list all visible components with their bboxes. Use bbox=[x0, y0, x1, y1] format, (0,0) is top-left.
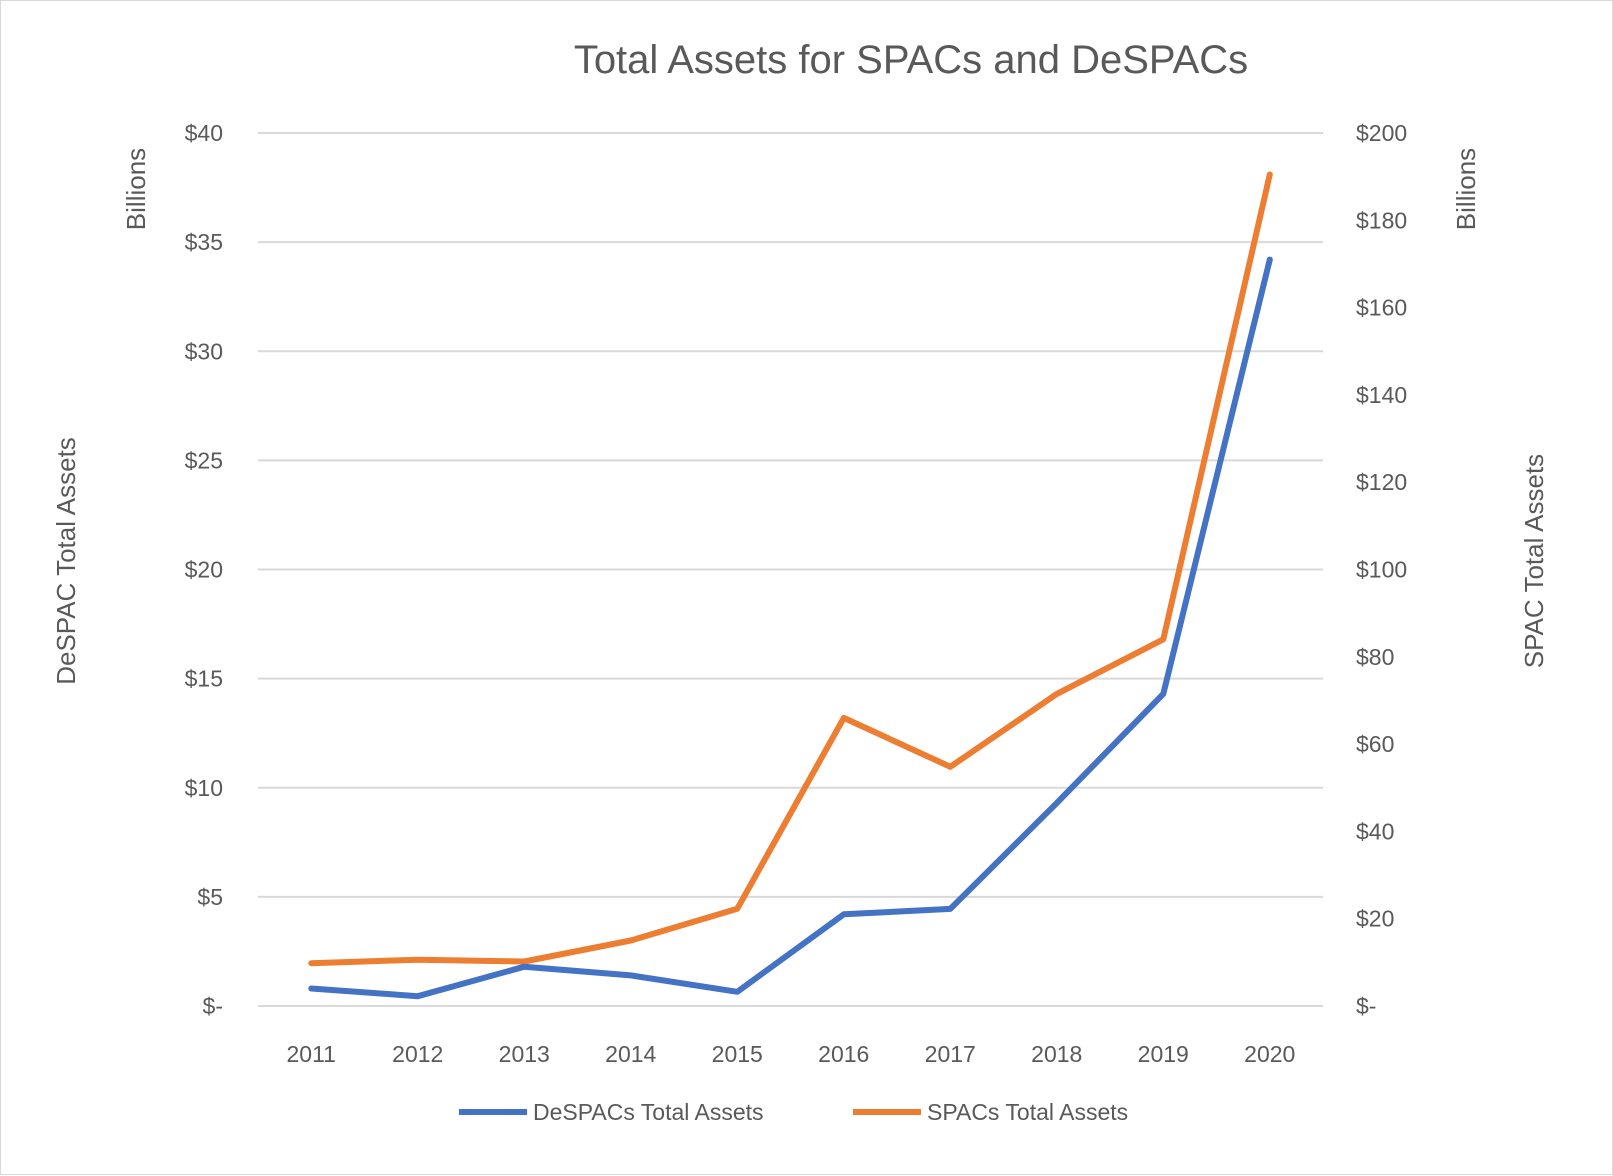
legend-label-despacs: DeSPACs Total Assets bbox=[533, 1099, 764, 1125]
series-lines bbox=[308, 171, 1273, 1000]
series-line-despacs bbox=[308, 256, 1273, 1000]
left-tick-label: $25 bbox=[185, 447, 223, 473]
x-tick-label: 2013 bbox=[499, 1041, 550, 1067]
left-tick-label: $15 bbox=[185, 666, 223, 692]
x-tick-label: 2012 bbox=[392, 1041, 443, 1067]
legend-label-spacs: SPACs Total Assets bbox=[927, 1099, 1128, 1125]
right-tick-label: $20 bbox=[1356, 906, 1394, 932]
left-tick-label: $- bbox=[203, 993, 223, 1019]
right-tick-label: $100 bbox=[1356, 557, 1407, 583]
right-tick-label: $180 bbox=[1356, 207, 1407, 233]
left-tick-label: $20 bbox=[185, 557, 223, 583]
right-axis-title: SPAC Total Assets bbox=[1519, 454, 1549, 668]
gridlines bbox=[258, 132, 1323, 1007]
right-tick-label: $60 bbox=[1356, 731, 1394, 757]
x-tick-label: 2019 bbox=[1138, 1041, 1189, 1067]
right-tick-label: $140 bbox=[1356, 382, 1407, 408]
x-tick-label: 2011 bbox=[287, 1041, 336, 1067]
left-tick-label: $5 bbox=[197, 884, 223, 910]
left-tick-label: $35 bbox=[185, 229, 223, 255]
x-tick-label: 2015 bbox=[712, 1041, 763, 1067]
right-tick-label: $200 bbox=[1356, 120, 1407, 146]
right-tick-label: $40 bbox=[1356, 818, 1394, 844]
right-axis-ticks: $- $20 $40 $60 $80 $100 $120 $140 $160 $180 $200 bbox=[1356, 120, 1407, 1019]
x-tick-label: 2016 bbox=[818, 1041, 869, 1067]
chart-title: Total Assets for SPACs and DeSPACs bbox=[574, 38, 1248, 82]
right-tick-label: $160 bbox=[1356, 295, 1407, 321]
left-axis-units: Billions bbox=[121, 148, 151, 230]
x-tick-label: 2020 bbox=[1244, 1041, 1295, 1067]
x-tick-label: 2017 bbox=[925, 1041, 976, 1067]
x-axis-ticks: 2011 2012 2013 2014 2015 2016 2017 2018 2019 2020 bbox=[287, 1041, 1296, 1067]
left-axis-title: DeSPAC Total Assets bbox=[51, 437, 81, 685]
legend: DeSPACs Total Assets SPACs Total Assets bbox=[459, 1099, 1128, 1125]
left-tick-label: $30 bbox=[185, 338, 223, 364]
left-axis-ticks: $- $5 $10 $15 $20 $25 $30 $35 $40 bbox=[185, 120, 223, 1019]
series-line-spacs bbox=[308, 171, 1273, 967]
right-tick-label: $80 bbox=[1356, 644, 1394, 670]
x-tick-label: 2018 bbox=[1031, 1041, 1082, 1067]
right-tick-label: $120 bbox=[1356, 469, 1407, 495]
left-tick-label: $40 bbox=[185, 120, 223, 146]
x-tick-label: 2014 bbox=[605, 1041, 656, 1067]
right-axis-units: Billions bbox=[1451, 148, 1481, 230]
left-tick-label: $10 bbox=[185, 775, 223, 801]
right-tick-label: $- bbox=[1356, 993, 1376, 1019]
